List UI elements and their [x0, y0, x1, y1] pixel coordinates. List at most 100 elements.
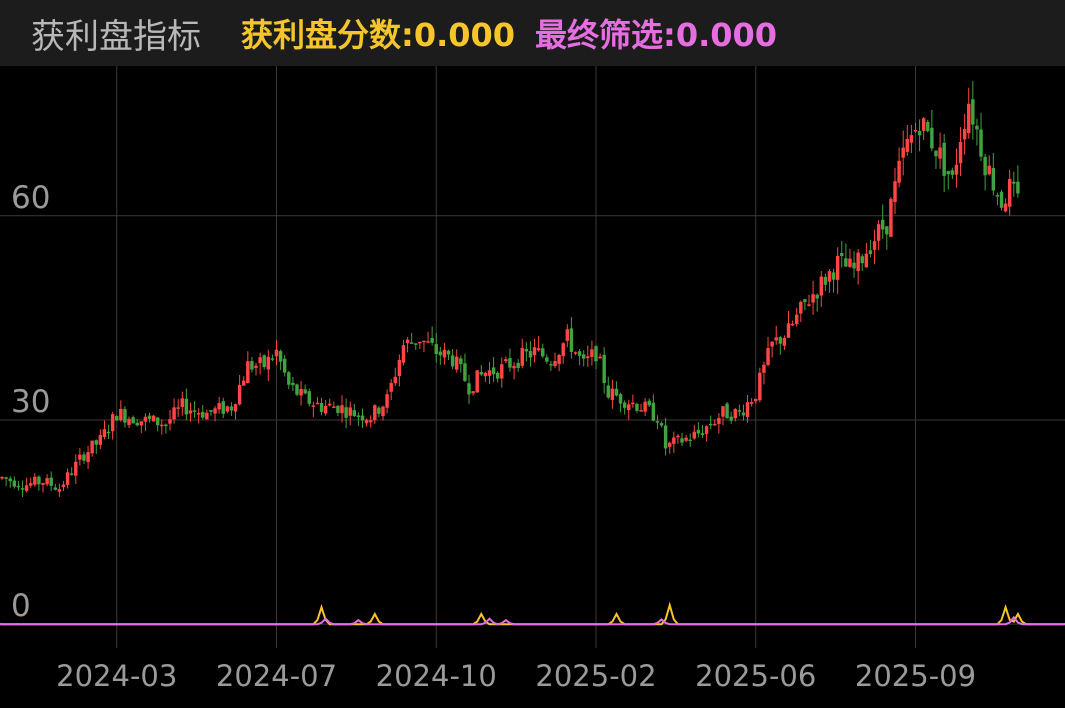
candle [737, 404, 742, 417]
candle [741, 404, 746, 421]
candle [467, 374, 471, 405]
candle [393, 367, 397, 387]
candle [147, 412, 152, 423]
candle [921, 116, 926, 140]
candle [897, 147, 901, 188]
final-filter-label: 最终筛选: [535, 16, 676, 54]
candle [459, 355, 463, 373]
candle [160, 419, 164, 435]
candle [569, 317, 574, 359]
candle [688, 433, 692, 447]
candle [508, 348, 512, 372]
chart-grid [0, 66, 1065, 648]
candle [20, 480, 25, 498]
candle [414, 343, 418, 350]
candle [78, 448, 82, 466]
candle [184, 388, 189, 421]
candle [745, 395, 750, 423]
candle [541, 343, 545, 359]
x-tick-label: 2024-10 [376, 659, 497, 693]
x-tick-label: 2024-07 [216, 659, 337, 693]
candle [790, 320, 795, 326]
candle [958, 127, 963, 176]
candle [983, 153, 987, 191]
candle [889, 197, 893, 238]
candle [774, 325, 778, 345]
candle [201, 405, 205, 420]
candle [565, 324, 570, 348]
candle [528, 341, 533, 367]
candle [561, 342, 565, 364]
candle [614, 381, 619, 397]
candle [69, 467, 74, 476]
candle [885, 225, 889, 250]
candle [352, 403, 357, 417]
candle [188, 402, 193, 422]
candle [291, 376, 295, 391]
candle [663, 418, 668, 456]
candle [266, 349, 271, 382]
price-chart[interactable]: 0 30 60 2024-03 2024-07 2024-10 2025-02 2025-0… [0, 66, 1065, 708]
candle [328, 398, 332, 407]
candle [213, 405, 217, 422]
profit-score-label: 获利盘分数: [241, 16, 414, 54]
candle [225, 405, 230, 414]
candle [893, 168, 897, 215]
candle [229, 402, 234, 416]
candle [930, 110, 934, 152]
candle [590, 340, 594, 366]
candle [119, 400, 123, 422]
candle [315, 397, 320, 405]
x-tick-label: 2025-02 [535, 659, 656, 693]
candle [758, 367, 762, 403]
candle [455, 349, 459, 373]
candle [53, 483, 58, 491]
candle [172, 398, 176, 424]
candle [319, 397, 324, 416]
candle [246, 351, 250, 384]
candle [586, 345, 590, 367]
candle [397, 354, 402, 387]
candle [504, 356, 508, 364]
candle [672, 431, 676, 453]
candle [242, 376, 246, 386]
candle [1012, 171, 1016, 197]
candle [811, 280, 815, 315]
candle [831, 268, 836, 293]
candle [74, 454, 78, 485]
candle [29, 477, 33, 488]
candle [901, 130, 905, 176]
candle [520, 338, 524, 369]
x-axis-labels: 2024-03 2024-07 2024-10 2025-02 2025-06 2025-… [56, 659, 976, 693]
candle [913, 122, 918, 133]
candle [282, 354, 287, 377]
candle [381, 405, 385, 421]
candle [680, 432, 684, 446]
candle [934, 150, 938, 169]
candle [299, 380, 303, 406]
candle [368, 415, 373, 428]
candle [786, 310, 791, 338]
candle [532, 338, 537, 363]
candle [1007, 169, 1012, 216]
candle [725, 402, 729, 419]
candle [61, 481, 66, 492]
candle [37, 475, 41, 491]
candle [766, 336, 770, 367]
candle [950, 167, 955, 180]
candle [221, 397, 225, 419]
candle [799, 300, 803, 323]
candle [254, 362, 258, 376]
candle [487, 362, 492, 384]
candle [8, 476, 12, 488]
candle [581, 350, 586, 367]
candle [102, 420, 107, 440]
candle [274, 339, 279, 366]
x-tick-label: 2025-06 [695, 659, 816, 693]
candle [4, 476, 8, 487]
candle [954, 148, 959, 188]
profit-score-line [0, 601, 1065, 626]
candle [426, 331, 430, 343]
candle [323, 399, 328, 416]
candle [987, 155, 991, 176]
